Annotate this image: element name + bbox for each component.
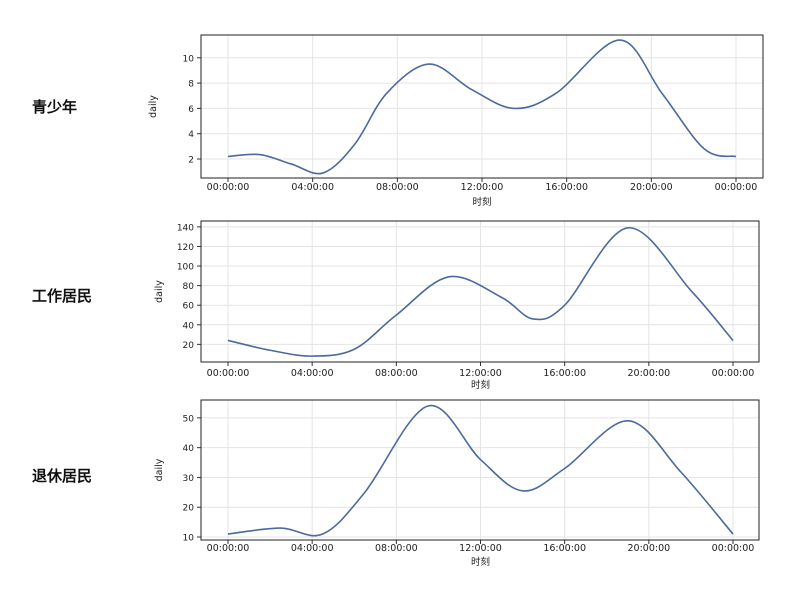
plot-frame bbox=[200, 34, 764, 179]
group-label-teen: 青少年 bbox=[32, 98, 78, 116]
plot-frame bbox=[200, 399, 760, 541]
x-tick-label: 04:00:00 bbox=[291, 182, 334, 193]
y-axis-label: daily bbox=[148, 95, 159, 118]
y-tick-label: 10 bbox=[183, 534, 195, 544]
y-tick-label: 60 bbox=[183, 302, 195, 312]
x-axis-label: 时刻 bbox=[471, 379, 490, 391]
x-axis-label: 时刻 bbox=[471, 556, 490, 568]
x-tick-label: 20:00:00 bbox=[627, 543, 670, 554]
x-tick-label: 04:00:00 bbox=[291, 368, 334, 379]
y-tick-label: 20 bbox=[183, 504, 195, 514]
x-tick-label: 00:00:00 bbox=[207, 368, 250, 379]
x-tick-label: 00:00:00 bbox=[715, 182, 758, 193]
chart-1: 00:00:00 04:00:00 08:00:00 12:00:00 16:00:00… bbox=[154, 220, 760, 391]
x-tick-label: 16:00:00 bbox=[545, 182, 588, 193]
chart-2: 00:00:00 04:00:00 08:00:00 12:00:00 16:00:00… bbox=[154, 399, 760, 568]
y-tick-label: 10 bbox=[183, 54, 195, 64]
y-tick-label: 4 bbox=[188, 130, 194, 140]
x-tick-label: 12:00:00 bbox=[461, 182, 504, 193]
x-tick-label: 16:00:00 bbox=[543, 368, 586, 379]
y-axis-label: daily bbox=[154, 458, 165, 481]
x-tick-label: 16:00:00 bbox=[543, 543, 586, 554]
x-tick-label: 20:00:00 bbox=[630, 182, 673, 193]
y-tick-label: 120 bbox=[177, 243, 194, 253]
y-tick-label: 6 bbox=[188, 105, 194, 115]
x-tick-label: 12:00:00 bbox=[459, 543, 502, 554]
x-tick-label: 08:00:00 bbox=[375, 368, 418, 379]
plot-frame bbox=[200, 220, 760, 363]
x-axis-label: 时刻 bbox=[472, 196, 491, 208]
y-tick-label: 140 bbox=[177, 223, 194, 233]
y-tick-label: 40 bbox=[183, 444, 195, 454]
x-tick-label: 00:00:00 bbox=[712, 543, 755, 554]
chart-0: 00:00:00 04:00:00 08:00:00 12:00:00 16:00:00… bbox=[148, 34, 764, 208]
y-tick-label: 8 bbox=[188, 80, 194, 90]
x-tick-label: 04:00:00 bbox=[291, 543, 334, 554]
x-tick-label: 00:00:00 bbox=[712, 368, 755, 379]
y-tick-label: 100 bbox=[177, 263, 194, 273]
x-tick-label: 00:00:00 bbox=[207, 543, 250, 554]
y-tick-label: 20 bbox=[183, 341, 195, 351]
x-tick-label: 12:00:00 bbox=[459, 368, 502, 379]
x-tick-label: 20:00:00 bbox=[627, 368, 670, 379]
series-line bbox=[227, 227, 734, 357]
y-tick-label: 40 bbox=[183, 321, 195, 331]
y-axis-label: daily bbox=[154, 280, 165, 303]
y-tick-label: 80 bbox=[183, 282, 195, 292]
series-line bbox=[227, 39, 737, 175]
group-label-workers: 工作居民 bbox=[32, 287, 93, 305]
x-tick-label: 00:00:00 bbox=[207, 182, 250, 193]
y-tick-label: 2 bbox=[188, 156, 194, 166]
x-tick-label: 08:00:00 bbox=[376, 182, 419, 193]
x-tick-label: 08:00:00 bbox=[375, 543, 418, 554]
y-tick-label: 50 bbox=[183, 414, 195, 424]
y-tick-label: 30 bbox=[183, 474, 195, 484]
series-line bbox=[227, 404, 734, 537]
group-label-retirees: 退休居民 bbox=[32, 467, 93, 485]
